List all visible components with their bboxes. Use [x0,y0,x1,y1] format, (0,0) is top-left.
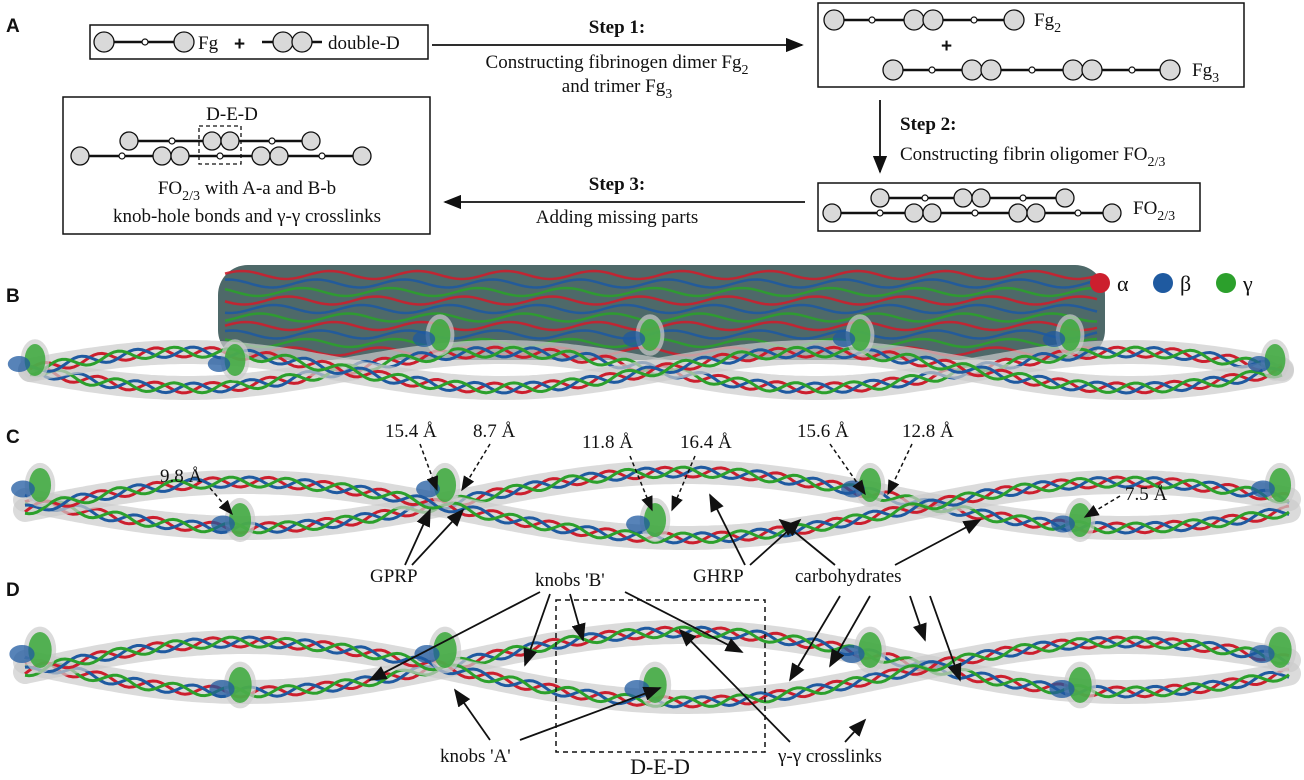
domain [8,356,30,372]
label: knob-hole bonds and γ-γ crosslinks [113,206,381,227]
domain [11,481,35,498]
t: Fg [1192,60,1213,81]
legend-swatch [1153,273,1173,293]
label: carbohydrates [795,566,902,587]
sub: 2/3 [1148,155,1166,170]
distance: 15.6 Å [797,421,849,442]
domain [1249,645,1274,663]
t: FO [158,178,182,199]
domain [414,645,439,663]
label: knobs 'B' [535,570,605,591]
legend: α β γ [1090,271,1253,296]
domain [839,645,864,663]
label: D-E-D [206,104,258,125]
arrow [455,690,490,740]
label: GPRP [370,566,418,587]
box-fg: Fg + double-D [90,25,428,59]
domain [623,331,645,347]
legend-swatch [1090,273,1110,293]
sub: 2 [1054,21,1061,36]
legend-label: α [1117,271,1129,296]
step-text: Constructing fibrin oligomer FO2/3 [900,144,1165,170]
figure: A B C D Fg + double-D Step 1: Constructi… [0,0,1304,780]
domain [1051,516,1075,533]
domain [209,680,234,698]
t: FO [1133,198,1157,219]
arrow [462,444,490,490]
panel-label: C [6,427,20,448]
domain [208,356,230,372]
step-text: Adding missing parts [536,207,699,228]
distance: 8.7 Å [473,421,516,442]
step-text: Constructing fibrinogen dimer Fg2 [486,52,749,78]
label: GHRP [693,566,744,587]
label: + [234,34,245,55]
domain [1049,680,1074,698]
step-title: Step 1: [589,17,645,38]
distance: 7.5 Å [1125,484,1168,505]
domain [841,481,865,498]
label: + [941,36,952,57]
domain [1251,481,1275,498]
distance: 12.8 Å [902,421,954,442]
legend-label: γ [1242,271,1253,296]
label: D-E-D [630,754,690,779]
arrow [895,520,980,565]
domain [416,481,440,498]
distance: 9.8 Å [160,466,203,487]
sub: 2/3 [182,189,200,204]
domain [624,680,649,698]
t: Fg [1034,10,1055,31]
label: double-D [328,33,400,54]
arrow [910,596,925,640]
step-title: Step 2: [900,114,956,135]
sub: 2 [741,63,748,78]
domain [413,331,435,347]
t: and trimer Fg [562,76,666,97]
sub: 3 [1212,71,1219,86]
label: Fg [198,33,219,54]
arrow [845,720,865,742]
domain [1043,331,1065,347]
t: Constructing fibrin oligomer FO [900,144,1148,165]
box-fo: FO2/3 [818,183,1200,231]
sub: 3 [665,87,672,102]
distance: 15.4 Å [385,421,437,442]
label: knobs 'A' [440,746,511,767]
box-final: D-E-D FO2/3 with A-a and B-b knob-hole b… [63,97,430,234]
legend-swatch [1216,273,1236,293]
domain [1248,356,1270,372]
panel-label: D [6,580,20,601]
domain [833,331,855,347]
label: γ-γ crosslinks [777,746,882,767]
domain [211,516,235,533]
domain [9,645,34,663]
distance: 11.8 Å [582,432,633,453]
panel-label: A [6,16,20,37]
sub: 2/3 [1157,209,1175,224]
distance: 16.4 Å [680,432,732,453]
box-fg2-fg3: Fg2 + Fg3 [818,3,1244,87]
domain [626,516,650,533]
t: with A-a and B-b [200,178,336,199]
step-text: and trimer Fg3 [562,76,672,102]
step-title: Step 3: [589,174,645,195]
panel-label: B [6,286,20,307]
t: Constructing fibrinogen dimer Fg [486,52,742,73]
legend-label: β [1180,271,1191,296]
